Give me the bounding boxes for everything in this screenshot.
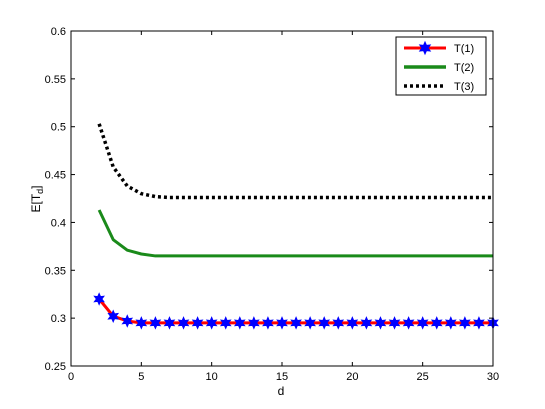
x-tick-label: 25 (417, 371, 429, 383)
y-axis-label-close: ] (29, 185, 43, 188)
data-point-star (459, 316, 471, 330)
legend-label-t2: T(2) (454, 62, 474, 74)
y-tick-label: 0.55 (45, 74, 66, 86)
data-point-star (388, 316, 401, 330)
data-point-star (219, 316, 232, 330)
data-point-star (93, 292, 105, 306)
x-tick-label: 15 (276, 371, 288, 383)
y-axis-label: E[Td] (29, 185, 45, 212)
plot-content (93, 123, 499, 330)
y-tick-label: 0.35 (45, 265, 66, 277)
data-point-star (360, 316, 373, 330)
y-tick-label: 0.5 (51, 122, 66, 134)
y-axis-label-subscript: d (35, 189, 45, 194)
data-point-star (262, 316, 274, 330)
series-line-t2 (97, 209, 493, 258)
data-point-star (346, 316, 359, 330)
data-point-star (248, 316, 260, 330)
y-tick-label: 0.6 (51, 26, 66, 38)
x-tick-label: 5 (138, 371, 144, 383)
y-tick-label: 0.45 (45, 170, 66, 182)
data-point-star (177, 316, 190, 330)
legend-label-t3: T(3) (454, 81, 474, 93)
data-point-star (416, 316, 429, 330)
x-tick-label: 0 (68, 371, 74, 383)
y-tick-label: 0.4 (51, 217, 66, 229)
legend-star-marker (418, 40, 432, 56)
x-tick-label: 30 (487, 371, 499, 383)
x-tick-label: 10 (206, 371, 218, 383)
data-point-star (121, 314, 134, 328)
data-point-star (290, 316, 302, 330)
data-point-star (430, 316, 443, 330)
x-tick-label: 20 (346, 371, 358, 383)
legend: T(1) T(2) T(3) (395, 36, 487, 96)
data-point-star (135, 316, 148, 330)
data-point-star (444, 316, 457, 330)
data-point-star (163, 316, 176, 330)
data-point-star (205, 316, 218, 330)
series-line-t3 (97, 123, 493, 200)
data-point-star (332, 316, 345, 330)
data-point-star (374, 316, 387, 330)
data-point-star (233, 316, 246, 330)
y-axis-label-main: E[T (29, 193, 43, 212)
x-axis-label: d (278, 384, 285, 398)
data-point-star (276, 316, 288, 330)
y-tick-label: 0.3 (51, 313, 66, 325)
data-point-star (149, 316, 162, 330)
data-point-star (107, 309, 120, 323)
data-point-star (318, 316, 331, 330)
y-tick-label: 0.25 (45, 361, 66, 373)
axis-ticks: 0 5 10 15 20 25 30 0.25 0.3 0.35 0.4 0.45 0.5 0.55 0.6 (45, 26, 500, 383)
data-point-star (473, 316, 485, 330)
data-point-star (304, 316, 316, 330)
legend-label-t1: T(1) (454, 43, 474, 55)
data-point-star (191, 316, 204, 330)
data-point-star (402, 316, 415, 330)
